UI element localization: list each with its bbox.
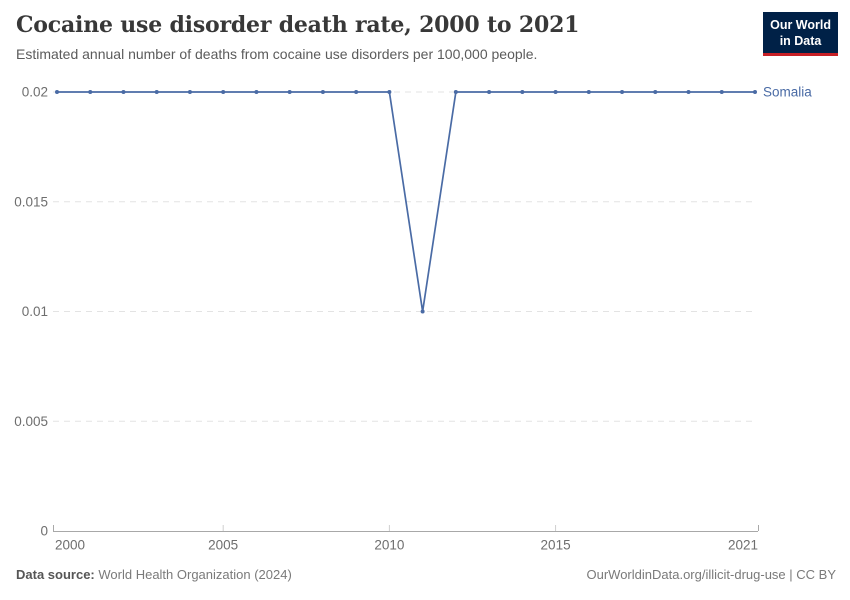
data-point[interactable] <box>586 90 591 94</box>
owid-logo[interactable]: Our World in Data <box>763 12 838 56</box>
data-point[interactable] <box>420 309 425 314</box>
somalia-line[interactable] <box>57 91 755 313</box>
data-point[interactable] <box>88 90 93 94</box>
y-axis-tick-label: 0.02 <box>22 85 48 100</box>
y-axis-tick-label: 0.015 <box>14 194 48 209</box>
series-entity-label[interactable]: Somalia <box>763 85 812 100</box>
x-axis-tick-label: 2000 <box>55 538 85 553</box>
owid-logo-line1: Our World <box>770 18 831 32</box>
data-point[interactable] <box>620 90 625 94</box>
y-axis-tick-label: 0 <box>40 524 48 539</box>
data-point[interactable] <box>354 90 359 94</box>
x-axis-tick-label: 2021 <box>728 538 758 553</box>
data-point[interactable] <box>254 90 259 94</box>
chart-footer: Data source: World Health Organization (… <box>16 567 836 582</box>
data-point[interactable] <box>387 90 392 94</box>
data-point[interactable] <box>487 90 492 94</box>
owid-logo-line2: in Data <box>779 34 822 48</box>
chart-header: Cocaine use disorder death rate, 2000 to… <box>16 12 579 62</box>
line-chart-area[interactable]: 0 0.005 0.01 0.015 0.02 2000 2005 2010 2015 2021 S… <box>0 80 850 558</box>
data-point[interactable] <box>553 90 558 94</box>
data-point[interactable] <box>154 90 159 94</box>
data-point[interactable] <box>287 90 292 94</box>
y-axis-tick-label: 0.005 <box>14 414 48 429</box>
x-axis-tick-label: 2005 <box>208 538 238 553</box>
data-point[interactable] <box>520 90 525 94</box>
data-source-value: World Health Organization (2024) <box>98 567 292 582</box>
data-point[interactable] <box>55 90 59 94</box>
x-axis-tick-label: 2015 <box>541 538 571 553</box>
data-point[interactable] <box>686 90 691 94</box>
data-point[interactable] <box>653 90 658 94</box>
x-axis-tick-label: 2010 <box>374 538 404 553</box>
chart-subtitle: Estimated annual number of deaths from c… <box>16 46 538 62</box>
data-point[interactable] <box>320 90 325 94</box>
chart-title: Cocaine use disorder death rate, 2000 to… <box>16 12 580 38</box>
data-point[interactable] <box>719 90 724 94</box>
chart-canvas[interactable]: 0 0.005 0.01 0.015 0.02 2000 2005 2010 2015 2021 S… <box>0 80 850 558</box>
data-source-label: Data source: <box>16 567 95 582</box>
data-point[interactable] <box>187 90 192 94</box>
data-source-note: Data source: World Health Organization (… <box>16 567 292 582</box>
data-point[interactable] <box>121 90 126 94</box>
data-point[interactable] <box>221 90 226 94</box>
data-point[interactable] <box>753 90 757 94</box>
license-link[interactable]: OurWorldinData.org/illicit-drug-use | CC… <box>586 567 837 582</box>
y-axis-tick-label: 0.01 <box>22 304 48 319</box>
data-point[interactable] <box>453 90 458 94</box>
